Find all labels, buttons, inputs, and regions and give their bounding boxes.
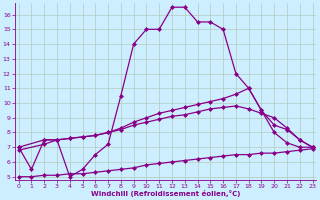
X-axis label: Windchill (Refroidissement éolien,°C): Windchill (Refroidissement éolien,°C) [91, 190, 240, 197]
